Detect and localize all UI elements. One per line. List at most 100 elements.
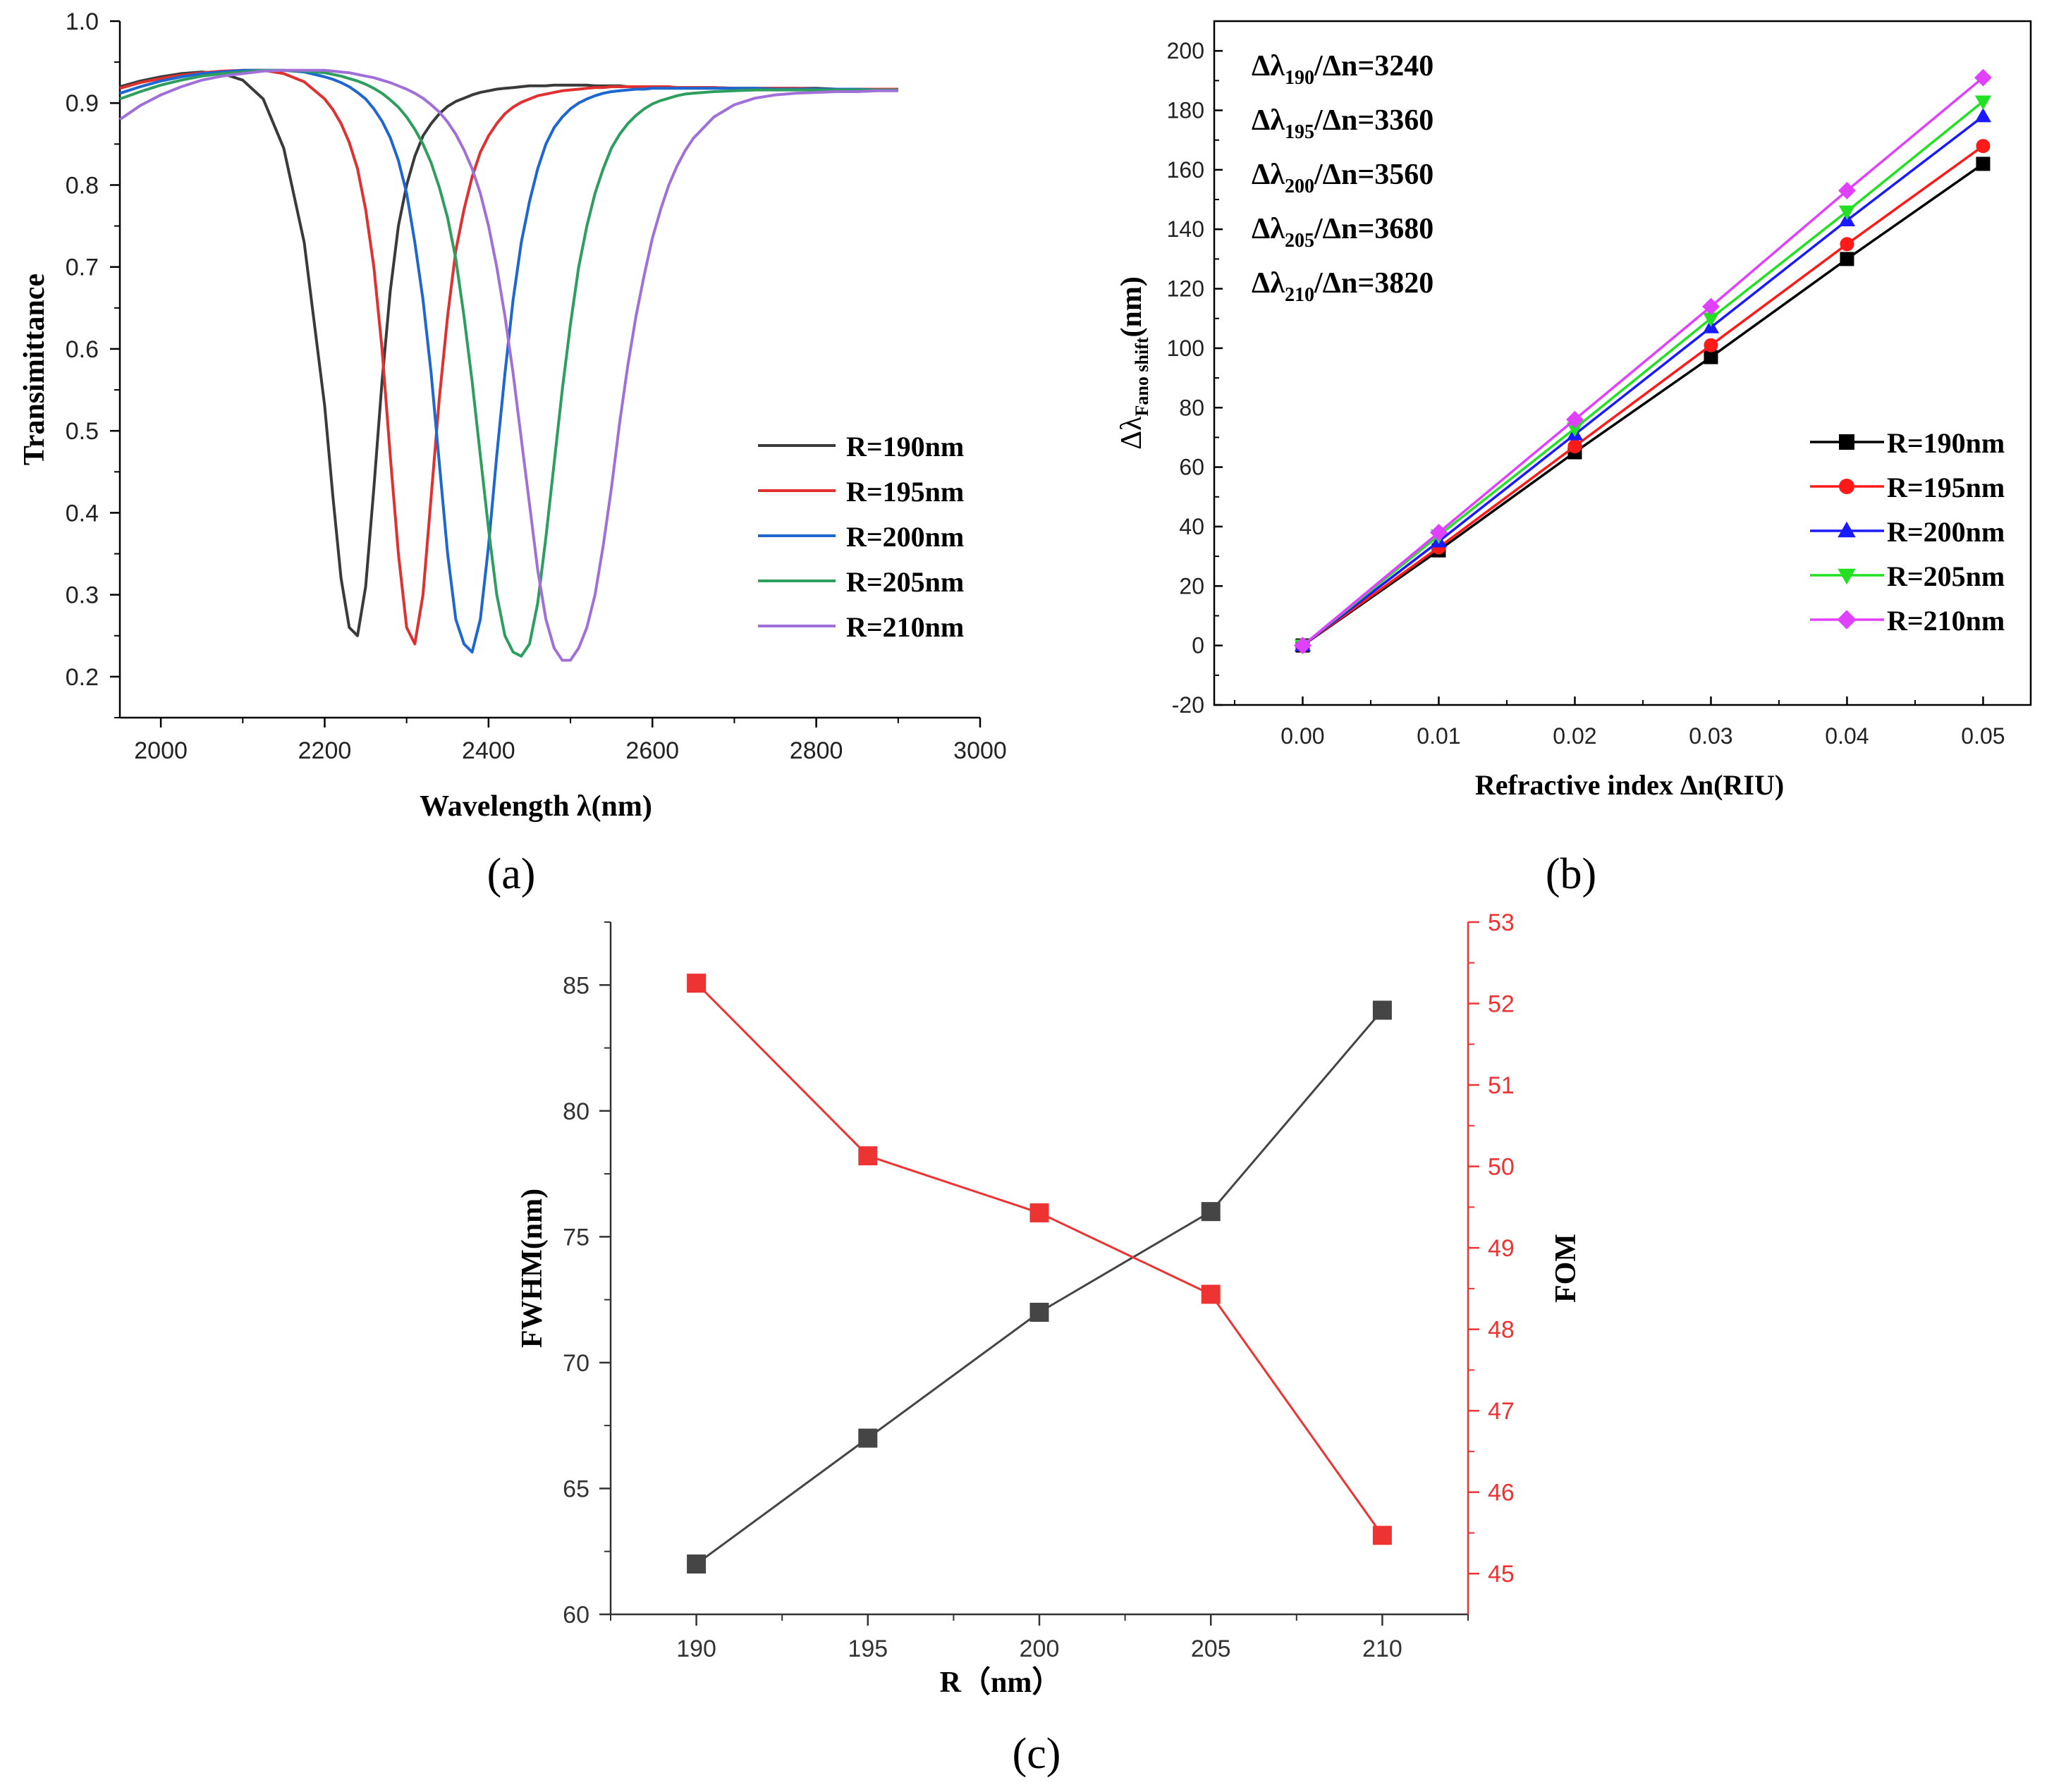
data-point-R=210nm <box>1294 637 1312 655</box>
y-tick-label-right: 47 <box>1488 1398 1515 1425</box>
legend-label: R=205nm <box>1887 560 2005 592</box>
x-tick-label: 2000 <box>134 737 188 764</box>
series-line-R=190nm <box>1302 162 1984 647</box>
series-line-R=205nm <box>119 68 898 658</box>
x-tick-label: 200 <box>1020 1635 1060 1662</box>
x-tick-label: 0.02 <box>1553 723 1596 749</box>
series-line-FOM <box>695 982 1383 1536</box>
y-tick-label: 60 <box>1179 455 1204 480</box>
x-tick-label: 205 <box>1191 1635 1231 1662</box>
y-tick-label-right: 52 <box>1488 991 1515 1018</box>
x-tick-label: 2400 <box>462 737 515 764</box>
y-tick-label-right: 49 <box>1488 1235 1515 1262</box>
legend-marker <box>1838 568 1856 585</box>
x-tick-label: 2800 <box>790 737 843 764</box>
data-point-R=205nm <box>1838 205 1856 220</box>
panel-label-c: (c) <box>1013 1730 1061 1778</box>
y-tick-label: 140 <box>1167 216 1204 242</box>
y-axis-title-left: FWHM(nm) <box>516 1189 549 1348</box>
panel-b-fano-shift-chart: 0.00 0.01 0.02 0.03 0.04 0.05 -20 0 20 40 60 80 100 1… <box>1115 20 2032 898</box>
data-point-R=205nm <box>1702 312 1720 327</box>
y-axis-title: ΔλFano shift(nm) <box>1115 276 1152 450</box>
x-axis-title: Wavelength λ(nm) <box>420 790 652 823</box>
y-tick-label-left: 75 <box>563 1224 589 1251</box>
x-tick-label: 0.05 <box>1961 723 2005 749</box>
legend-label: R=195nm <box>1887 472 2005 503</box>
y-tick-label: 0.8 <box>66 172 99 199</box>
panel-c-fwhm-fom-chart: 190 195 200 205 210 60 65 70 75 80 85 45 46 47 48 49 50 5… <box>516 909 1582 1778</box>
data-point-FWHM <box>1372 1000 1392 1020</box>
panel-a-transmittance-chart: 2000 2200 2400 2600 2800 3000 0.2 0.3 0.4 0.5 0.6 0… <box>18 8 1007 898</box>
y-tick-label: 0.7 <box>66 254 99 281</box>
data-point-FOM <box>858 1146 878 1166</box>
y-axis-title-main: Δλ <box>1115 416 1148 450</box>
annotation-post: /Δn=3240 <box>1314 50 1433 82</box>
data-point-FWHM <box>858 1428 878 1448</box>
y-tick-label-right: 48 <box>1488 1317 1515 1344</box>
annotation-pre: Δλ <box>1252 104 1285 137</box>
x-tick-label: 3000 <box>953 737 1007 764</box>
legend-label: R=190nm <box>1887 427 2005 459</box>
y-axis-title-right: FOM <box>1550 1234 1582 1303</box>
legend-label: R=210nm <box>846 611 964 643</box>
legend-marker <box>1838 521 1856 538</box>
y-tick-label: 0 <box>1192 633 1204 658</box>
data-point-R=190nm <box>1840 252 1854 266</box>
x-axis-title: R（nm） <box>940 1666 1062 1699</box>
y-axis-title-unit: (nm) <box>1115 276 1148 337</box>
sensitivity-annotation: Δλ190/Δn=3240 <box>1252 50 1433 89</box>
x-tick-label: 0.03 <box>1689 723 1732 749</box>
y-tick-label-left: 70 <box>563 1350 589 1377</box>
x-tick-label: 195 <box>848 1635 888 1662</box>
data-point-R=190nm <box>1976 157 1991 171</box>
y-tick-label: 120 <box>1167 276 1204 302</box>
data-point-FWHM <box>1201 1202 1221 1222</box>
y-tick-label-left: 80 <box>563 1098 589 1125</box>
x-tick-label: 2600 <box>625 737 679 764</box>
x-tick-label: 0.00 <box>1280 723 1324 749</box>
legend-label: R=200nm <box>1887 516 2005 548</box>
y-tick-label: 0.2 <box>66 664 99 691</box>
y-tick-label: 160 <box>1167 157 1204 183</box>
y-tick-label-right: 45 <box>1488 1561 1515 1588</box>
series-line-R=195nm <box>119 68 898 646</box>
data-point-R=205nm <box>1974 95 1992 110</box>
annotation-sub: 190 <box>1285 67 1314 89</box>
y-tick-label: -20 <box>1172 692 1204 718</box>
data-point-R=195nm <box>1567 439 1582 454</box>
annotation-pre: Δλ <box>1252 213 1285 245</box>
annotation-sub: 195 <box>1285 121 1314 143</box>
legend-label: R=210nm <box>1887 605 2005 637</box>
y-tick-label: 0.4 <box>66 500 99 527</box>
annotation-sub: 210 <box>1285 284 1314 306</box>
y-tick-label: 0.6 <box>66 336 99 363</box>
y-tick-label: 100 <box>1167 336 1204 361</box>
legend-marker <box>1839 479 1854 494</box>
annotation-sub: 205 <box>1285 230 1314 252</box>
series-line-R=200nm <box>1302 115 1984 647</box>
data-point-FWHM <box>687 1554 707 1574</box>
data-point-FOM <box>1372 1526 1392 1545</box>
data-point-R=210nm <box>1430 523 1448 541</box>
data-point-R=200nm <box>1974 107 1992 123</box>
x-tick-label: 0.01 <box>1417 723 1460 749</box>
y-tick-label-right: 50 <box>1488 1154 1515 1181</box>
data-point-R=210nm <box>1838 181 1856 200</box>
y-tick-label: 0.5 <box>66 418 99 445</box>
legend-label: R=195nm <box>846 476 964 508</box>
annotation-post: /Δn=3560 <box>1314 159 1433 191</box>
x-axis-title: Refractive index Δn(RIU) <box>1475 769 1784 801</box>
annotation-post: /Δn=3680 <box>1314 213 1433 245</box>
data-point-FWHM <box>1029 1302 1049 1322</box>
legend-marker <box>1839 434 1854 450</box>
x-tick-label: 210 <box>1362 1635 1402 1662</box>
y-tick-label: 1.0 <box>66 8 99 35</box>
y-tick-label: 200 <box>1167 38 1204 63</box>
y-tick-label-right: 46 <box>1488 1480 1515 1506</box>
data-point-R=210nm <box>1566 410 1584 429</box>
y-tick-label-left: 65 <box>563 1475 589 1502</box>
sensitivity-annotation: Δλ195/Δn=3360 <box>1252 104 1433 143</box>
y-tick-label-right: 51 <box>1488 1072 1515 1099</box>
sensitivity-annotation: Δλ200/Δn=3560 <box>1252 159 1433 197</box>
